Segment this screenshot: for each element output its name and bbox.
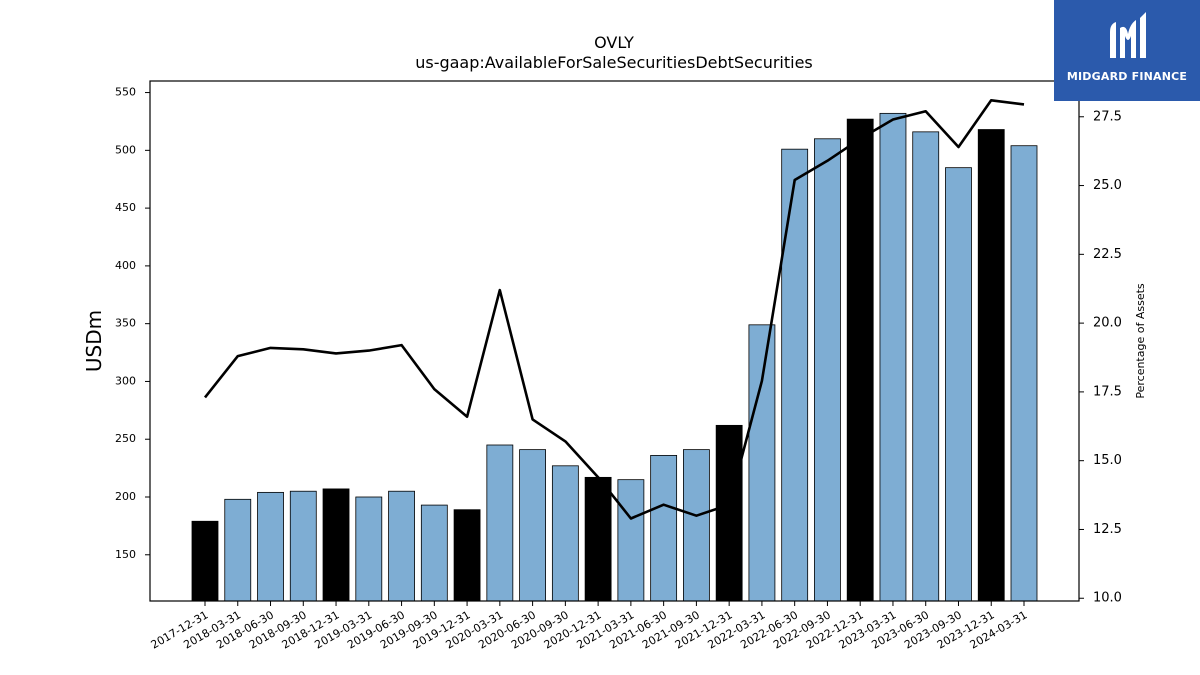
bar-2018-06-30 (257, 491, 284, 602)
y-tick-label: 350 (115, 317, 136, 330)
bar-2019-03-31 (355, 496, 383, 602)
y-tick-label: 250 (115, 432, 136, 445)
y2-tick-label: 22.5 (1093, 247, 1122, 262)
bar-2023-03-31 (879, 112, 907, 602)
bar-2022-09-30 (814, 138, 841, 602)
bar-2022-06-30 (781, 148, 809, 602)
y-tick-label: 150 (115, 548, 136, 561)
bar-2020-12-31 (584, 476, 612, 602)
y2-tick-label: 12.5 (1093, 522, 1122, 537)
y-tick-label: 200 (115, 490, 136, 503)
bar-2023-12-31 (977, 129, 1005, 602)
y2-axis-label: Percentage of Assets (1134, 283, 1147, 399)
bar-2019-06-30 (388, 490, 415, 602)
bar-2021-06-30 (650, 454, 678, 602)
plot-frame (149, 80, 1080, 602)
bar-2018-03-31 (224, 498, 252, 602)
pct-assets-line (203, 99, 1025, 520)
bars-group (191, 112, 1038, 602)
bar-2023-06-30 (912, 131, 940, 602)
logo-mark-icon (1110, 12, 1146, 58)
y2-tick-label: 10.0 (1093, 591, 1122, 606)
bar-2022-03-31 (748, 324, 776, 602)
y-axis: 150 200 250 300 350 400 450 500 550 (115, 86, 150, 561)
bar-2024-03-31 (1010, 145, 1038, 602)
y-tick-label: 550 (115, 86, 136, 99)
bar-2018-12-31 (322, 488, 350, 602)
bar-2020-06-30 (519, 449, 546, 602)
bar-2019-09-30 (420, 504, 448, 602)
y2-tick-label: 20.0 (1093, 316, 1122, 331)
bar-2020-09-30 (551, 465, 579, 602)
bar-2017-12-31 (191, 520, 219, 602)
bar-2020-03-31 (486, 444, 514, 602)
line-group (203, 99, 1025, 520)
y2-tick-label: 15.0 (1093, 453, 1122, 468)
bar-2019-12-31 (453, 509, 481, 602)
y-tick-label: 450 (115, 201, 136, 214)
y-tick-label: 500 (115, 143, 136, 156)
y-tick-label: 300 (115, 374, 136, 387)
y-tick-label: 400 (115, 259, 136, 272)
y2-axis: 10.0 12.5 15.0 17.5 20.0 22.5 25.0 27.5 (1079, 109, 1122, 606)
bar-2023-09-30 (945, 167, 972, 602)
bar-2022-12-31 (846, 118, 874, 602)
x-axis: 2017-12-312018-03-312018-06-302018-09-30… (149, 601, 1030, 652)
y-axis-label: USDm (82, 310, 106, 372)
y2-tick-label: 17.5 (1093, 384, 1122, 399)
y2-tick-label: 25.0 (1093, 178, 1122, 193)
bar-2018-09-30 (289, 490, 317, 602)
bar-2021-03-31 (617, 479, 645, 602)
bar-2021-09-30 (683, 449, 710, 602)
bar-2021-12-31 (715, 424, 743, 602)
chart-title: OVLY (594, 33, 634, 52)
y2-tick-label: 27.5 (1093, 109, 1122, 124)
logo-text: MIDGARD FINANCE (1066, 70, 1188, 83)
logo: MIDGARD FINANCE (1054, 0, 1200, 101)
chart-subtitle: us-gaap:AvailableForSaleSecuritiesDebtSe… (415, 53, 813, 72)
